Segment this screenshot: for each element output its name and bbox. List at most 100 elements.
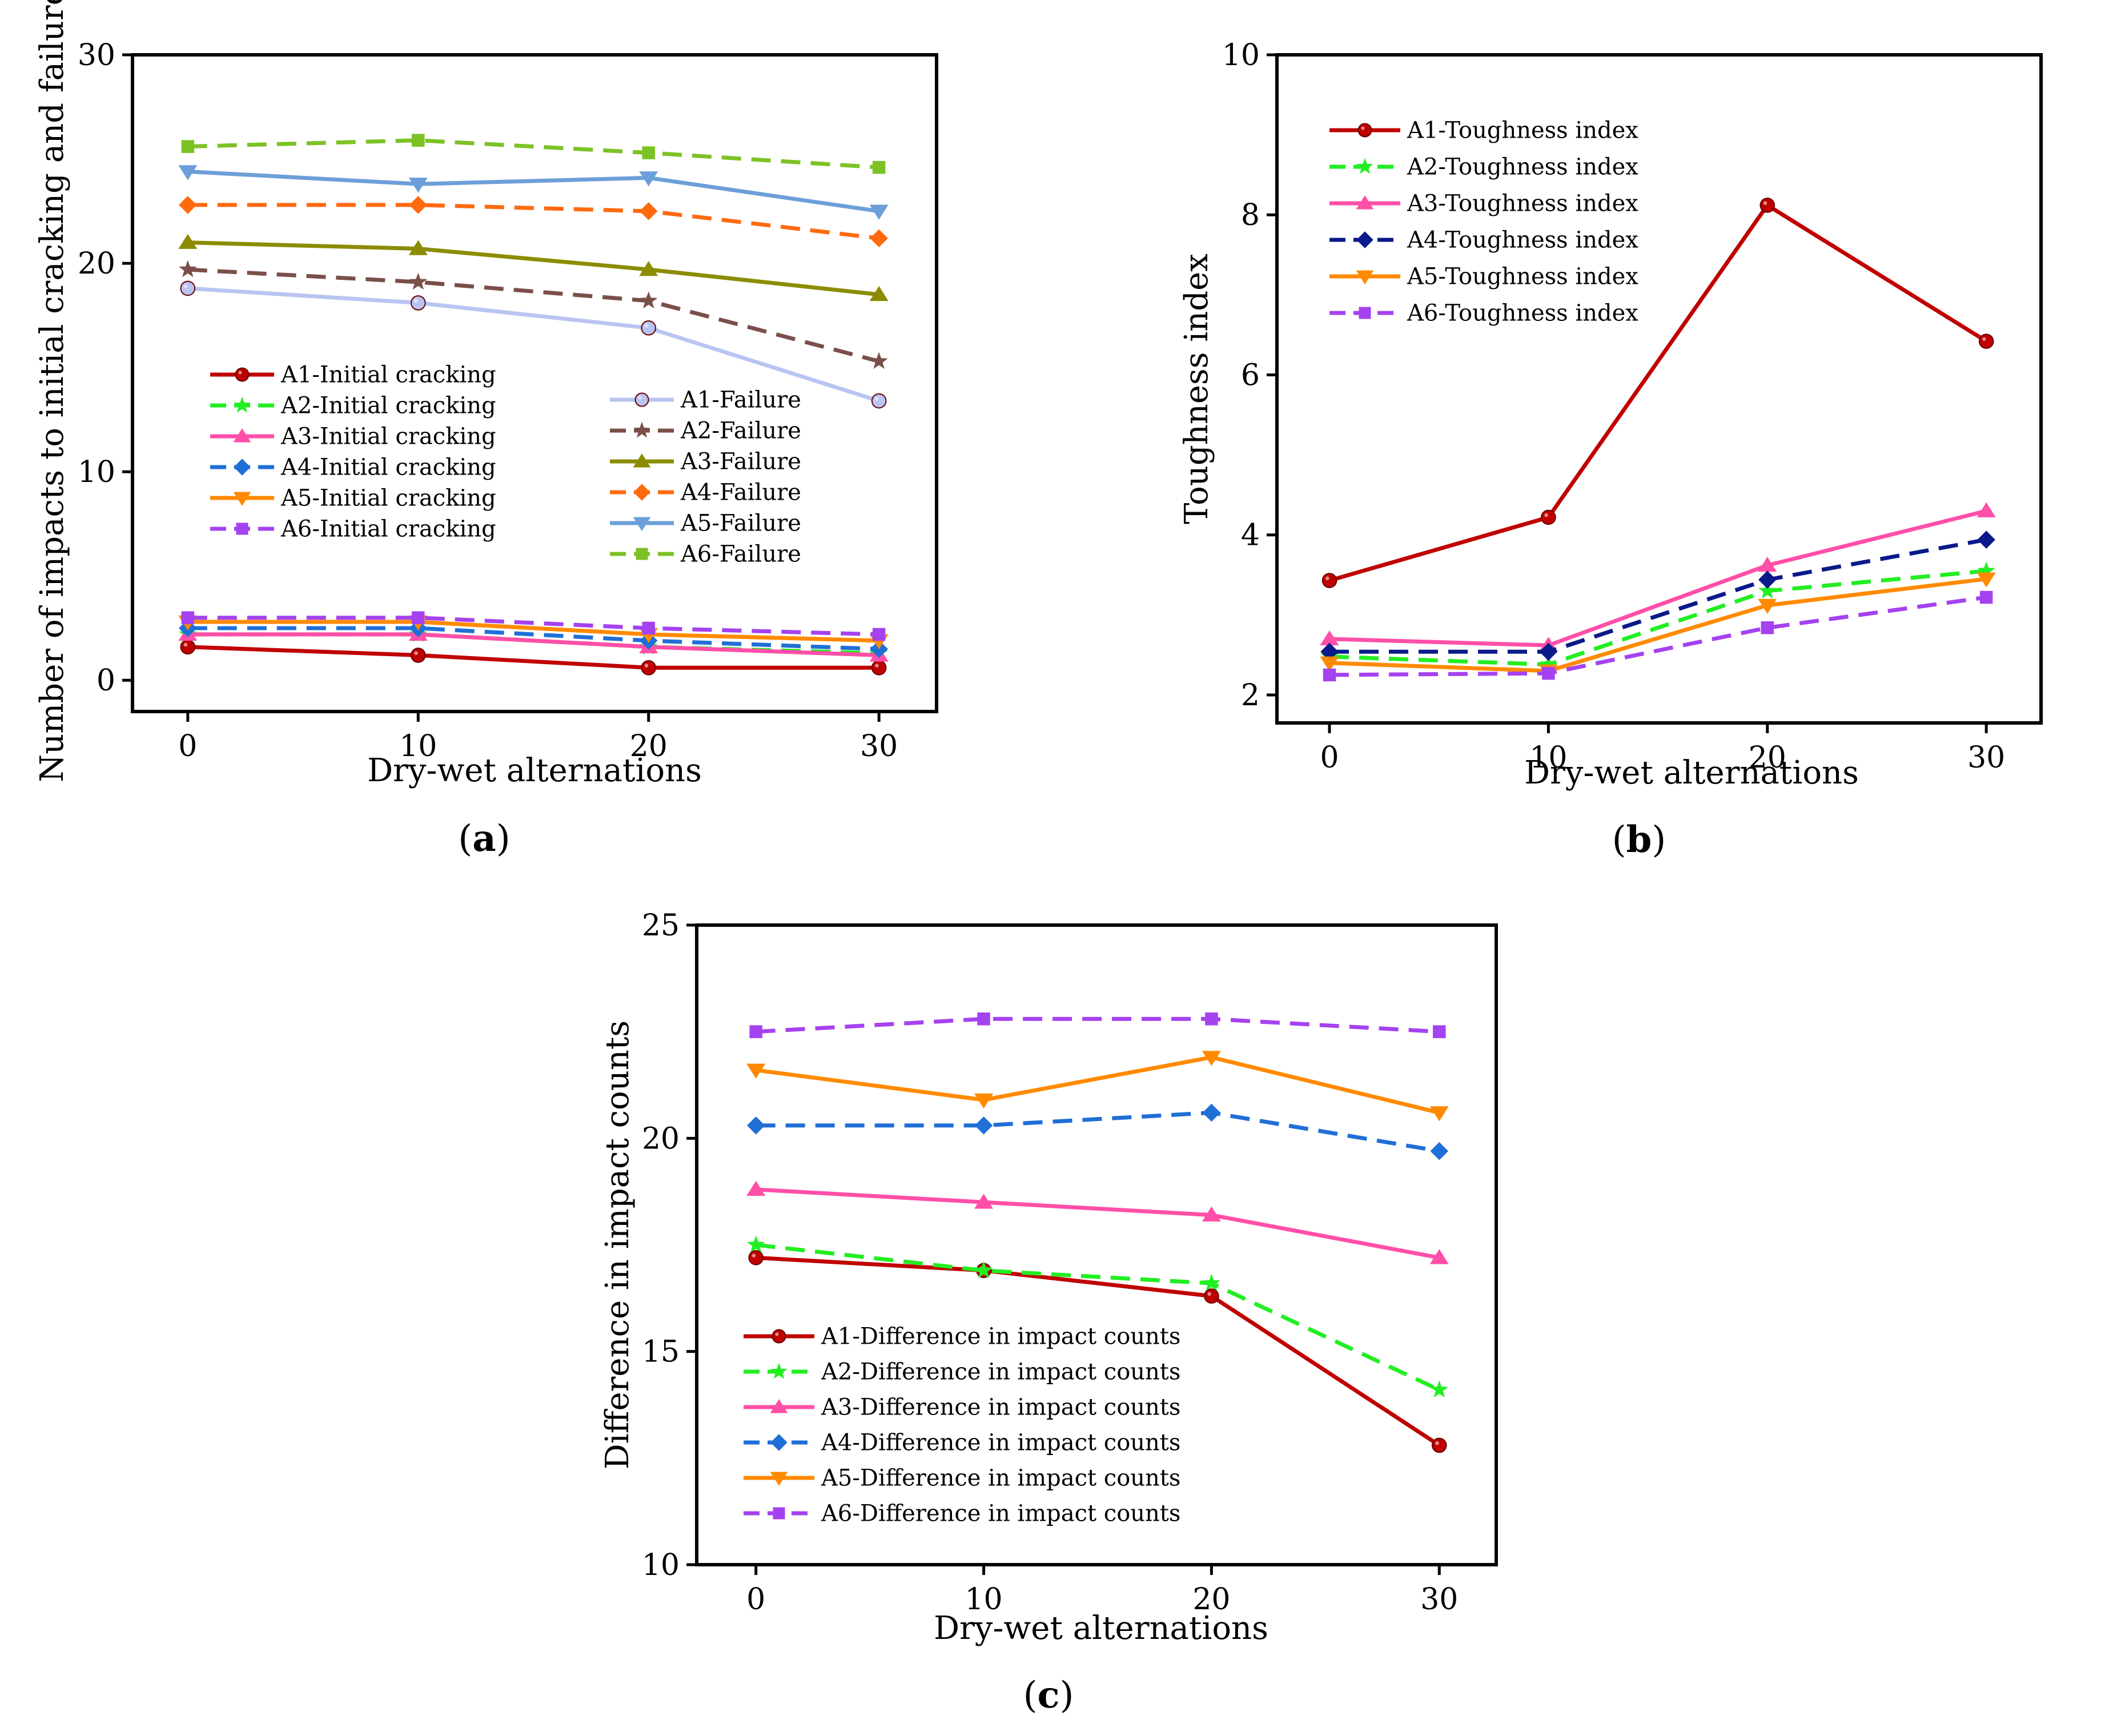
panel-a-y-axis-label: Number of impacts to initial cracking an… [34, 0, 71, 782]
panel-c-data-point [974, 1261, 993, 1279]
panel-a-legend-swatch-marker [633, 421, 650, 438]
panel-c-y-tick-label: 15 [642, 1335, 680, 1369]
panel-a-legend-label: A6-Initial cracking [280, 516, 496, 542]
panel-a-data-point [409, 272, 427, 290]
panel-a-data-point [639, 171, 658, 187]
panel-c-legend-swatch-marker [770, 1434, 788, 1451]
panel-c-data-point [1429, 1106, 1449, 1122]
panel-c-series-line [756, 1111, 1440, 1154]
panel-c-legend-label: A6-Difference in impact counts [821, 1501, 1180, 1527]
panel-a-series-11 [178, 165, 889, 220]
panel-a-series-10 [179, 196, 888, 248]
panel-c-legend-swatch-marker [773, 1507, 785, 1520]
panel-b-legend-label: A5-Toughness index [1407, 264, 1638, 290]
panel-b-label: (b) [1612, 818, 1666, 861]
panel-c-data-point [746, 1180, 766, 1196]
panel-c-data-point [1429, 1249, 1449, 1264]
panel-b-legend-label: A2-Toughness index [1407, 154, 1638, 180]
panel-c-legend-entry: A3-Difference in impact counts [744, 1395, 1180, 1421]
panel-c-legend-label: A5-Difference in impact counts [821, 1465, 1180, 1492]
panel-c-series-3 [746, 1180, 1449, 1264]
panel-c-legend-swatch-marker [770, 1472, 788, 1486]
panel-a-data-point-highlight [644, 664, 649, 668]
panel-b-series-line [1329, 595, 1987, 677]
panel-a-data-point [871, 393, 887, 409]
panel-a-letter: a [472, 817, 496, 860]
panel-b-chart: 0 10 20 30 2 4 6 8 10 Dry-wet alternations Tough… [1178, 38, 2043, 861]
panel-c-data-point [1204, 1288, 1219, 1304]
panel-b-data-point-highlight [1325, 576, 1329, 581]
panel-a-x-tick-label: 0 [178, 729, 197, 763]
panel-b-data-point [1758, 598, 1777, 614]
panel-c-series-line [756, 1187, 1440, 1260]
panel-a-series-line [187, 267, 879, 364]
panel-c-series-6 [749, 1012, 1446, 1038]
panel-b-data-point [1977, 502, 1996, 517]
panel-b-data-point [1539, 655, 1558, 673]
panel-c-legend-swatch-marker-highlight [775, 1332, 779, 1336]
panel-b-data-point [1979, 590, 1993, 604]
panel-a-legend-swatch-marker [234, 396, 251, 413]
panel-b-x-axis-label: Dry-wet alternations [1524, 754, 1859, 791]
panel-a-legend-swatch-marker [636, 548, 648, 560]
panel-b-x-tick-label: 30 [1967, 741, 2005, 775]
panel-b-legend-entry: A2-Toughness index [1329, 154, 1638, 180]
panel-a-legend-swatch-marker [633, 517, 651, 531]
panel-a-plot-frame [131, 53, 938, 713]
panel-b-series [1320, 198, 1996, 682]
panel-b-data-point [1320, 642, 1339, 661]
panel-a-series-line [187, 286, 880, 403]
panel-c-data-point [1430, 1142, 1449, 1160]
panel-a-series-line [187, 620, 879, 643]
panel-b-data-point-highlight [1763, 201, 1767, 205]
panel-c-legend-entry: A5-Difference in impact counts [744, 1465, 1180, 1492]
panel-a-data-point [181, 611, 195, 624]
panel-a-data-point [869, 286, 889, 302]
panel-a-legend-label: A3-Failure [680, 449, 801, 475]
panel-a-data-point [871, 660, 887, 676]
panel-a-series-line [187, 240, 879, 297]
panel-a-data-point-highlight [183, 284, 188, 288]
panel-c-data-point [1205, 1012, 1218, 1026]
panel-b-data-point [1542, 666, 1555, 680]
panel-a-series-8 [179, 260, 888, 369]
panel-b-series-line [1329, 569, 1987, 667]
panel-b-data-point-highlight [1982, 337, 1986, 341]
panel-a-series-1 [180, 639, 887, 676]
panel-a-legend-entry: A5-Initial cracking [210, 485, 496, 512]
panel-b-y-axis-label: Toughness index [1178, 254, 1215, 524]
panel-a-series-line [187, 138, 879, 170]
panel-a-data-point-highlight [183, 642, 188, 647]
panel-c-data-point [974, 1116, 993, 1135]
panel-c-series [746, 1012, 1449, 1453]
panel-c-x-tick-label: 20 [1192, 1582, 1230, 1617]
panel-c-legend-label: A1-Difference in impact counts [821, 1324, 1180, 1350]
panel-b-legend-swatch-marker [1357, 123, 1372, 138]
panel-a-data-point [642, 146, 655, 159]
panel-a-y-tick-label: 20 [78, 247, 115, 281]
panel-b-legend-entry: A3-Toughness index [1329, 191, 1638, 217]
panel-c-x-tick-label: 30 [1420, 1582, 1458, 1617]
panel-b-data-point [1977, 531, 1995, 549]
panel-b-series-1 [1321, 198, 1994, 588]
panel-c-data-point [749, 1025, 762, 1038]
panel-a-series-line [187, 632, 879, 657]
panel-b-data-point [1758, 556, 1777, 572]
panel-b-data-point-highlight [1544, 513, 1548, 517]
panel-a-label: (a) [458, 817, 510, 860]
panel-b-x-tick-label: 10 [1529, 741, 1567, 775]
panel-a-x-tick-label: 10 [399, 729, 437, 763]
panel-c-label: (c) [1023, 1674, 1074, 1717]
panel-c-plot-frame [695, 923, 1498, 1566]
panel-c-data-point [1431, 1437, 1447, 1453]
panel-a-legend-entry: A4-Initial cracking [210, 455, 496, 481]
panel-b-data-point [1977, 572, 1996, 588]
panel-b-legend-swatch-marker-highlight [1361, 126, 1365, 130]
panel-c-ticks: 0 10 20 30 10 15 20 25 [642, 909, 1459, 1617]
panel-a-legend-label: A2-Initial cracking [280, 393, 496, 419]
panel-c-data-point-highlight [1435, 1441, 1439, 1445]
panel-a-legend-swatch-marker [233, 428, 251, 443]
panel-c-legend-entry: A1-Difference in impact counts [744, 1324, 1180, 1350]
panel-a-series-6 [181, 611, 886, 641]
panel-a-data-point [642, 621, 655, 635]
